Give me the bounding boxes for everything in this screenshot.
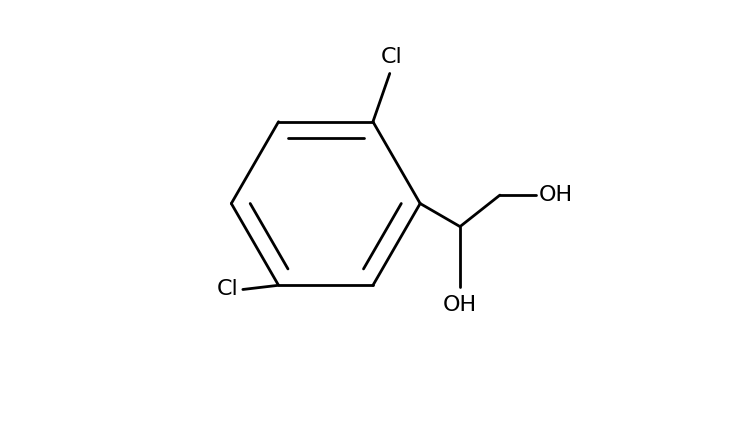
Text: OH: OH [443, 295, 477, 315]
Text: Cl: Cl [217, 279, 239, 300]
Text: OH: OH [539, 185, 573, 205]
Text: Cl: Cl [381, 47, 402, 67]
